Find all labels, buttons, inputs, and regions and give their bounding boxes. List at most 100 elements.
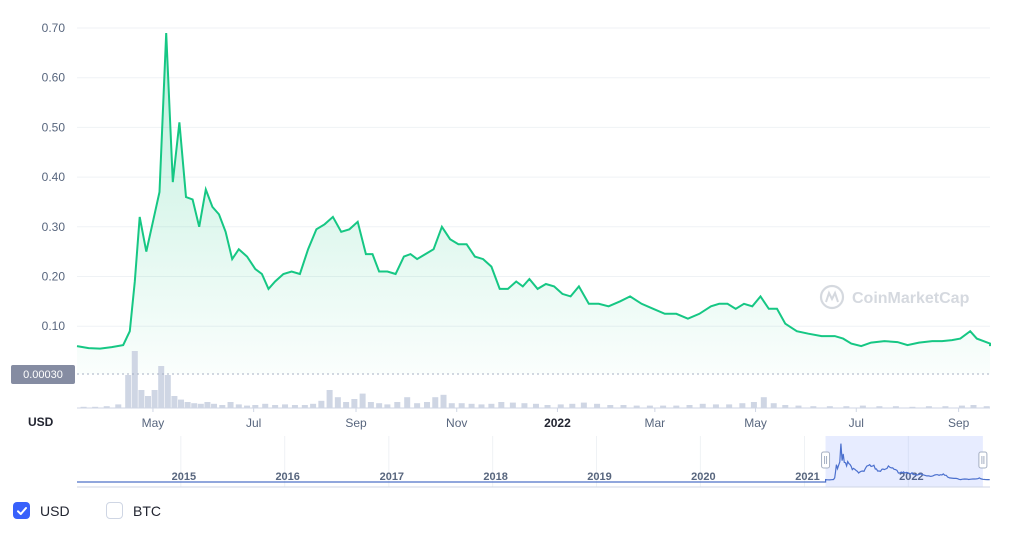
volume-bar xyxy=(291,405,298,408)
navigator-year-label: 2022 xyxy=(899,471,923,483)
volume-bar xyxy=(843,406,850,408)
volume-bar xyxy=(448,403,455,408)
volume-bar xyxy=(699,403,706,408)
volume-bar xyxy=(726,404,733,408)
btc-checkbox[interactable] xyxy=(106,502,123,519)
volume-bar xyxy=(970,405,977,408)
volume-bar xyxy=(252,405,259,408)
volume-bar xyxy=(750,402,757,408)
volume-bar xyxy=(244,405,251,408)
x-tick-label: Nov xyxy=(446,416,467,430)
volume-bar xyxy=(557,404,564,408)
volume-bar xyxy=(115,404,122,408)
btc-toggle[interactable]: BTC xyxy=(106,502,161,519)
volume-bar xyxy=(488,403,495,408)
x-tick-label: Jul xyxy=(246,416,261,430)
x-axis: May Jul Sep Nov 2022 Mar May Jul Sep xyxy=(142,408,970,430)
volume-bar xyxy=(760,397,767,408)
price-chart[interactable]: 0.70 0.60 0.50 0.40 0.30 0.20 0.10 0.00030 Coi… xyxy=(0,0,1024,500)
volume-bars xyxy=(80,351,990,408)
navigator-background xyxy=(77,436,990,487)
volume-bar xyxy=(498,402,505,408)
volume-bar xyxy=(458,403,465,408)
y-tick-label: 0.50 xyxy=(42,120,66,134)
navigator-selection[interactable] xyxy=(825,436,983,487)
volume-bar xyxy=(440,394,447,408)
navigator-year-label: 2017 xyxy=(380,471,404,483)
volume-bar xyxy=(424,402,431,408)
y-tick-label: 0.70 xyxy=(42,21,66,35)
volume-bar xyxy=(826,406,833,408)
volume-bar xyxy=(620,405,627,408)
navigator-year-label: 2018 xyxy=(483,471,507,483)
coinmarketcap-logo-icon xyxy=(819,284,845,310)
volume-bar xyxy=(468,403,475,408)
volume-bar xyxy=(359,393,366,408)
volume-bar xyxy=(859,405,866,408)
y-tick-label: 0.20 xyxy=(42,270,66,284)
volume-bar xyxy=(521,403,528,408)
navigator-year-label: 2015 xyxy=(172,471,196,483)
navigator-year-label: 2019 xyxy=(587,471,611,483)
volume-bar xyxy=(795,405,802,408)
volume-bar xyxy=(235,404,242,408)
volume-bar xyxy=(92,406,99,408)
y-axis-unit-label: USD xyxy=(28,415,54,429)
volume-bar xyxy=(607,405,614,408)
navigator-year-label: 2016 xyxy=(275,471,299,483)
volume-bar xyxy=(334,397,341,408)
volume-bar xyxy=(227,402,234,408)
y-axis: 0.70 0.60 0.50 0.40 0.30 0.20 0.10 xyxy=(42,21,66,333)
volume-bar xyxy=(782,405,789,408)
volume-bar xyxy=(580,402,587,408)
volume-bar xyxy=(686,405,693,408)
usd-checkbox[interactable] xyxy=(13,502,30,519)
volume-bar xyxy=(171,396,178,408)
volume-bar xyxy=(262,403,269,408)
volume-bar xyxy=(673,405,680,408)
volume-bar xyxy=(942,406,949,408)
volume-bar xyxy=(343,402,350,408)
volume-bar xyxy=(211,403,218,408)
volume-bar xyxy=(414,403,421,408)
volume-bar xyxy=(80,406,87,408)
volume-bar xyxy=(367,402,374,408)
range-navigator[interactable]: 2015 2016 2017 2018 2019 2020 2021 2022 xyxy=(77,436,990,488)
volume-bar xyxy=(958,405,965,408)
volume-bar xyxy=(164,375,171,408)
navigator-left-handle[interactable] xyxy=(821,451,831,469)
volume-bar xyxy=(660,405,667,408)
price-marker-box xyxy=(11,365,75,384)
volume-bar xyxy=(544,405,551,408)
volume-bar xyxy=(310,403,317,408)
navigator-line xyxy=(77,443,990,483)
price-line xyxy=(76,32,991,350)
volume-bar xyxy=(326,390,333,408)
x-tick-label: Jul xyxy=(849,416,864,430)
y-tick-label: 0.10 xyxy=(42,319,66,333)
y-tick-label: 0.40 xyxy=(42,170,66,184)
volume-bar xyxy=(191,403,198,408)
navigator-right-handle[interactable] xyxy=(978,451,988,469)
price-area xyxy=(77,33,990,374)
coinmarketcap-logo-mark xyxy=(825,290,839,303)
volume-bar xyxy=(376,403,383,408)
volume-bar xyxy=(478,404,485,408)
price-marker-label: 0.00030 xyxy=(23,369,63,381)
y-tick-label: 0.60 xyxy=(42,71,66,85)
volume-bar xyxy=(125,375,132,408)
watermark-text: CoinMarketCap xyxy=(852,290,970,307)
volume-bar xyxy=(925,406,932,408)
usd-toggle[interactable]: USD xyxy=(13,502,70,519)
volume-bar xyxy=(178,399,185,408)
volume-bar xyxy=(197,403,204,408)
volume-bar xyxy=(394,402,401,408)
coinmarketcap-watermark: CoinMarketCap xyxy=(819,284,970,310)
volume-bar xyxy=(532,403,539,408)
volume-bar xyxy=(892,406,899,408)
x-tick-label: May xyxy=(744,416,767,430)
navigator-year-label: 2021 xyxy=(795,471,819,483)
volume-bar xyxy=(151,390,158,408)
volume-bar xyxy=(204,402,211,408)
volume-bar xyxy=(876,406,883,408)
